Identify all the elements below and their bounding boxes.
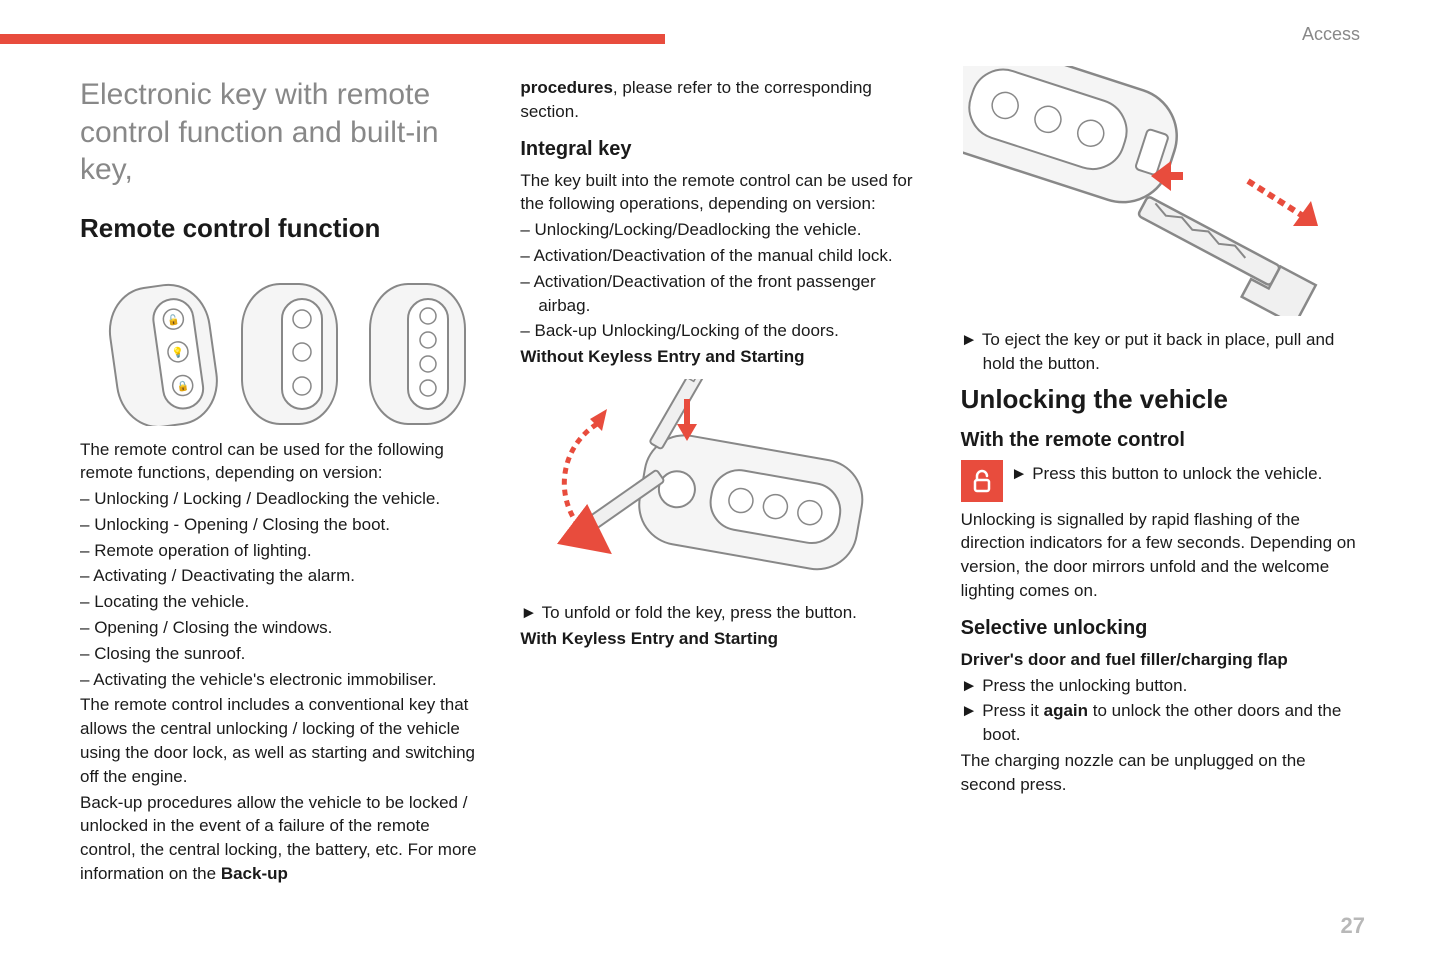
column-2: procedures, please refer to the correspo… [520,76,924,888]
without-keyless-label: Without Keyless Entry and Starting [520,345,924,369]
svg-text:🔒: 🔒 [176,379,190,393]
page-number: 27 [1341,913,1365,939]
unlock-icon [961,460,1003,502]
list-item: Unlocking - Opening / Closing the boot. [80,513,484,537]
charging-nozzle-text: The charging nozzle can be unplugged on … [961,749,1365,797]
conventional-key-para: The remote control includes a convention… [80,693,484,788]
selective-action-1: Press the unlocking button. [961,674,1365,698]
figure-eject-key [961,66,1365,316]
list-item: Activation/Deactivation of the manual ch… [520,244,924,268]
list-item: Activating the vehicle's electronic immo… [80,668,484,692]
list-item: Remote operation of lighting. [80,539,484,563]
heading-integral-key: Integral key [520,138,924,161]
integral-functions-list: Unlocking/Locking/Deadlocking the vehicl… [520,218,924,343]
selective-action-2: Press it again to unlock the other doors… [961,699,1365,747]
list-item: Unlocking/Locking/Deadlocking the vehicl… [520,218,924,242]
driver-door-label: Driver's door and fuel filler/charging f… [961,648,1365,672]
heading-selective-unlocking: Selective unlocking [961,617,1365,640]
section-header: Access [1302,24,1360,45]
column-1: Electronic key with remote control funct… [80,76,484,888]
integral-intro: The key built into the remote control ca… [520,169,924,217]
figure-flip-key [520,379,924,589]
unlock-button-row: Press this button to unlock the vehicle. [961,460,1365,502]
list-item: Activation/Deactivation of the front pas… [520,270,924,318]
unlock-description: Unlocking is signalled by rapid flashing… [961,508,1365,603]
with-keyless-label: With Keyless Entry and Starting [520,627,924,651]
list-item: Closing the sunroof. [80,642,484,666]
heading-unlocking-vehicle: Unlocking the vehicle [961,384,1365,415]
procedures-continuation: procedures, please refer to the correspo… [520,76,924,124]
column-3: To eject the key or put it back in place… [961,76,1365,888]
list-item: Back-up Unlocking/Locking of the doors. [520,319,924,343]
press-unlock-text: Press this button to unlock the vehicle. [1011,460,1323,486]
list-item: Unlocking / Locking / Deadlocking the ve… [80,487,484,511]
figure-three-keys: 🔓 💡 🔒 [80,256,484,426]
list-item: Locating the vehicle. [80,590,484,614]
list-item: Activating / Deactivating the alarm. [80,564,484,588]
list-item: Opening / Closing the windows. [80,616,484,640]
top-accent-bar [0,34,665,44]
unfold-action: To unfold or fold the key, press the but… [520,601,924,625]
heading-remote-control: Remote control function [80,213,484,244]
page-title: Electronic key with remote control funct… [80,76,484,189]
eject-action: To eject the key or put it back in place… [961,328,1365,376]
heading-with-remote: With the remote control [961,429,1365,452]
remote-functions-list: Unlocking / Locking / Deadlocking the ve… [80,487,484,691]
intro-text: The remote control can be used for the f… [80,438,484,486]
backup-para: Back-up procedures allow the vehicle to … [80,791,484,886]
